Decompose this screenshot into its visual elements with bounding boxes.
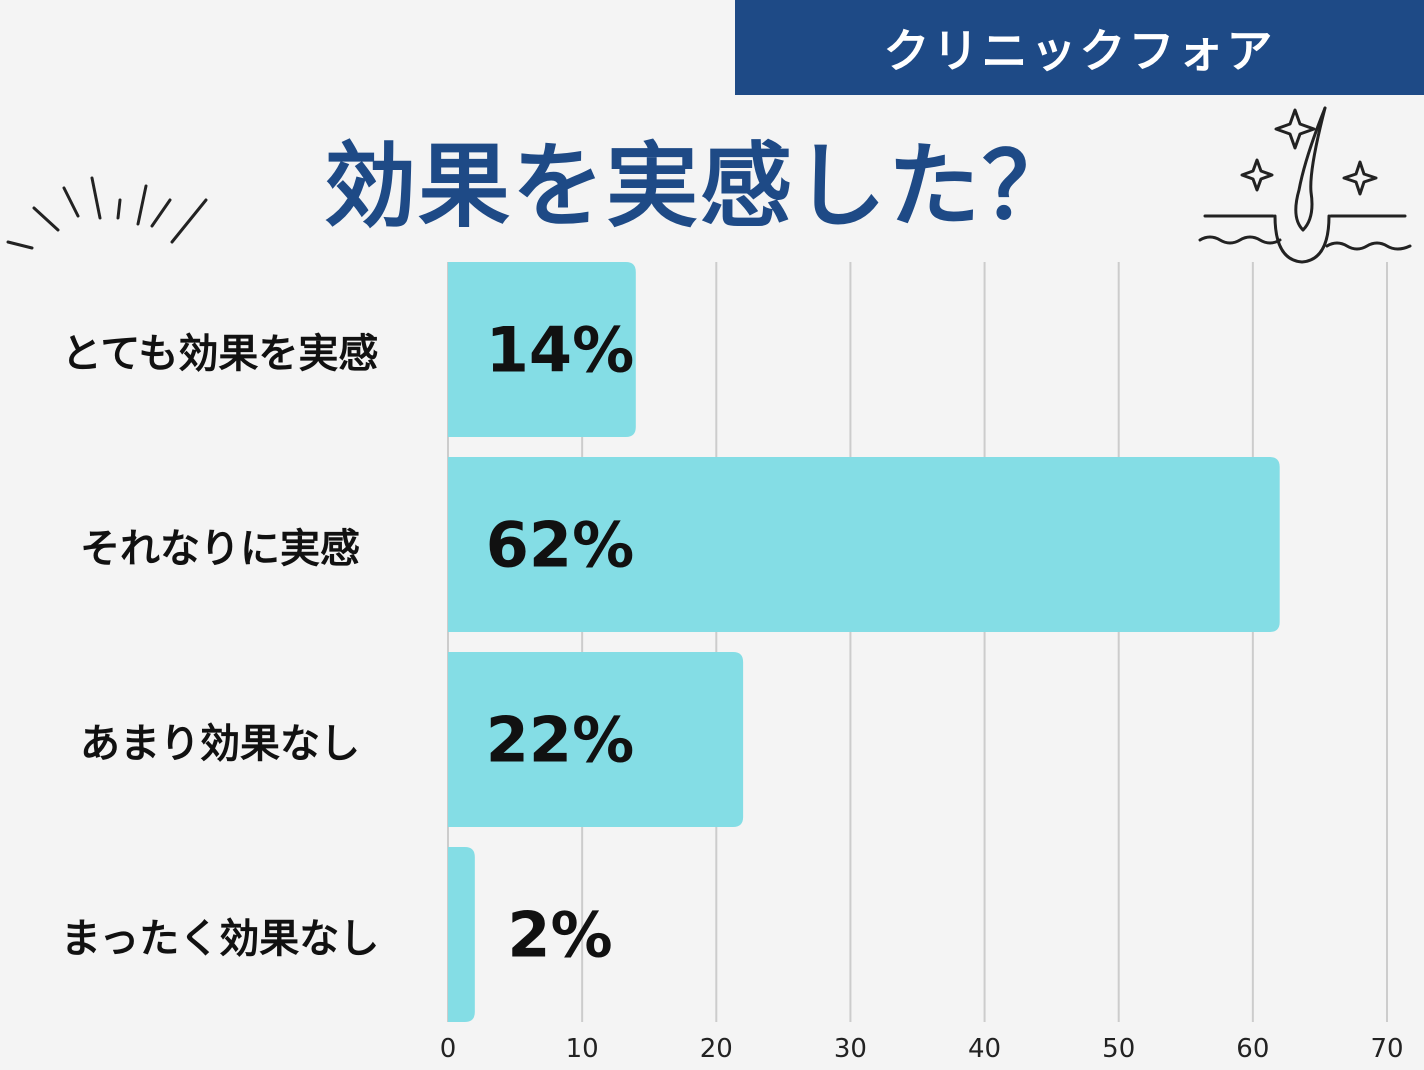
category-label: とても効果を実感 (61, 330, 379, 377)
x-tick-label: 10 (565, 1034, 599, 1064)
bar (448, 652, 744, 827)
x-tick-label: 30 (833, 1034, 867, 1064)
chart-title: 効果を実感した？ (323, 132, 1076, 240)
bar (448, 847, 475, 1022)
x-tick-label: 60 (1236, 1034, 1270, 1064)
x-tick-label: 20 (699, 1034, 733, 1064)
data-label: 62% (485, 508, 635, 581)
bar (448, 457, 1280, 632)
bar (448, 262, 636, 437)
data-label: 14% (485, 313, 635, 386)
x-tick-label: 40 (968, 1034, 1002, 1064)
category-label: あまり効果なし (80, 720, 360, 767)
category-label: まったく効果なし (60, 915, 380, 962)
hair-follicle-sparkle-icon (1198, 106, 1412, 264)
data-label: 22% (485, 703, 635, 776)
x-tick-label: 50 (1102, 1034, 1136, 1064)
data-label: 2% (507, 898, 613, 971)
x-tick-label: 0 (439, 1034, 457, 1064)
burst-lines-icon (6, 176, 208, 250)
category-label: それなりに実感 (80, 525, 360, 572)
x-tick-label: 70 (1370, 1034, 1404, 1064)
brand-banner: クリニックフォア (735, 0, 1424, 95)
brand-name: クリニックフォア (883, 23, 1276, 78)
